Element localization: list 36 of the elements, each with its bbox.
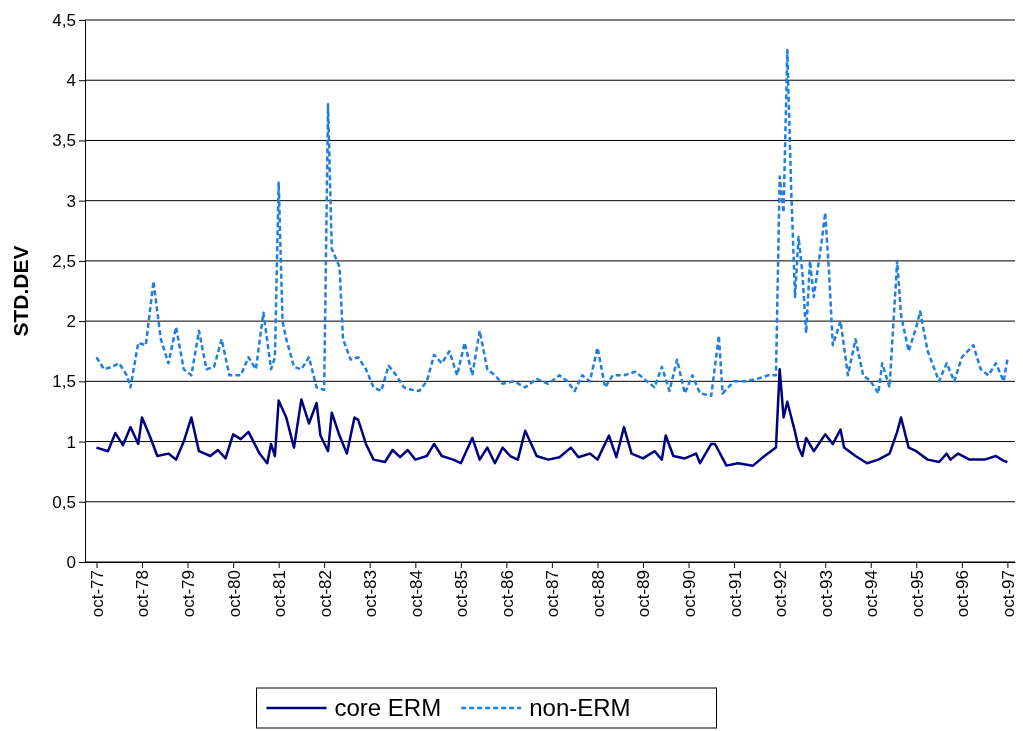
y-tick-label: 0,5 bbox=[52, 492, 76, 512]
x-tick-label: oct-86 bbox=[497, 570, 517, 618]
x-tick-label: oct-88 bbox=[588, 570, 608, 618]
x-tick-label: oct-91 bbox=[725, 570, 745, 618]
x-tick-label: oct-96 bbox=[953, 570, 973, 618]
line-series bbox=[95, 368, 1009, 467]
x-tick-label: oct-78 bbox=[133, 570, 153, 618]
line-series bbox=[95, 48, 1009, 398]
x-tick-label: oct-97 bbox=[998, 570, 1018, 618]
x-tick-label: oct-84 bbox=[406, 570, 426, 618]
x-tick-label: oct-93 bbox=[816, 570, 836, 618]
x-tick-label: oct-81 bbox=[270, 570, 290, 618]
x-tick-label: oct-85 bbox=[452, 570, 472, 618]
x-tick-label: oct-94 bbox=[862, 570, 882, 618]
x-tick-label: oct-80 bbox=[224, 570, 244, 618]
y-axis-title: STD.DEV bbox=[9, 245, 32, 337]
x-tick-label: oct-77 bbox=[87, 570, 107, 618]
legend-label: core ERM bbox=[334, 694, 442, 721]
x-tick-label: oct-95 bbox=[907, 570, 927, 618]
x-tick-label: oct-89 bbox=[634, 570, 654, 618]
legend-label: non-ERM bbox=[529, 694, 631, 721]
y-tick-label: 3 bbox=[66, 191, 76, 211]
y-tick-label: 1 bbox=[66, 432, 76, 452]
y-tick-label: 0 bbox=[66, 552, 76, 572]
x-tick-label: oct-92 bbox=[771, 570, 791, 618]
y-tick-label: 4,5 bbox=[52, 10, 76, 30]
x-tick-label: oct-82 bbox=[315, 570, 335, 618]
y-tick-label: 1,5 bbox=[52, 372, 76, 392]
x-tick-label: oct-83 bbox=[361, 570, 381, 618]
y-tick-label: 2 bbox=[66, 312, 76, 332]
x-tick-label: oct-79 bbox=[178, 570, 198, 618]
x-tick-label: oct-90 bbox=[679, 570, 699, 618]
x-tick-label: oct-87 bbox=[543, 570, 563, 618]
y-tick-label: 2,5 bbox=[52, 251, 76, 271]
y-tick-label: 4 bbox=[66, 71, 76, 91]
y-tick-label: 3,5 bbox=[52, 131, 76, 151]
